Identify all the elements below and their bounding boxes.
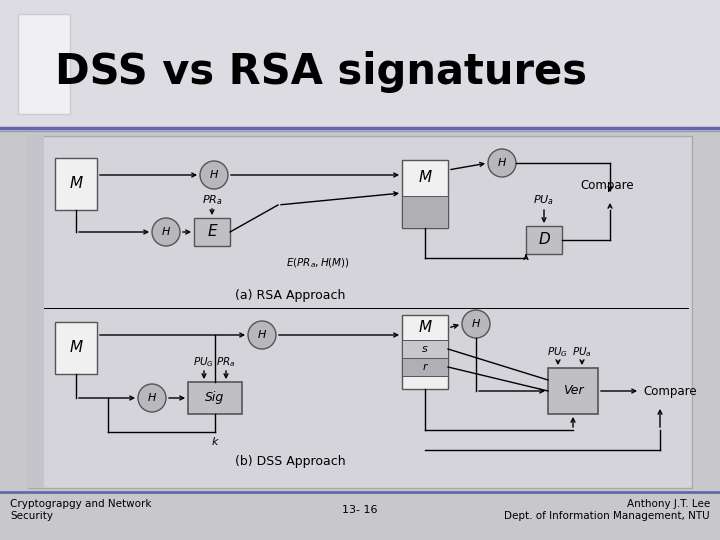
Text: H: H [258,330,266,340]
Text: Sig: Sig [205,392,225,404]
FancyBboxPatch shape [188,382,242,414]
Circle shape [200,161,228,189]
FancyBboxPatch shape [55,322,97,374]
Text: D: D [538,233,550,247]
FancyBboxPatch shape [0,0,720,128]
Circle shape [462,310,490,338]
Text: M: M [418,171,431,186]
Text: s: s [422,344,428,354]
Text: M: M [69,341,83,355]
FancyBboxPatch shape [548,368,598,414]
Circle shape [152,218,180,246]
FancyBboxPatch shape [526,226,562,254]
FancyBboxPatch shape [18,14,70,114]
Text: (b) DSS Approach: (b) DSS Approach [235,456,346,469]
Text: $PU_G$: $PU_G$ [547,345,569,359]
Text: k: k [212,437,218,447]
Text: $PR_a$: $PR_a$ [202,193,222,207]
Text: $PU_a$: $PU_a$ [534,193,554,207]
Text: H: H [148,393,156,403]
Text: H: H [472,319,480,329]
Text: Cryptograpgy and Network
Security: Cryptograpgy and Network Security [10,499,151,521]
FancyBboxPatch shape [402,160,448,228]
Text: H: H [498,158,506,168]
Text: r: r [423,362,427,372]
FancyBboxPatch shape [402,196,448,228]
FancyBboxPatch shape [402,340,448,358]
Text: 13- 16: 13- 16 [342,505,378,515]
FancyBboxPatch shape [28,136,44,488]
Text: Ver: Ver [563,384,583,397]
Text: H: H [210,170,218,180]
Text: $PU_a$: $PU_a$ [572,345,592,359]
Text: $PR_a$: $PR_a$ [216,355,235,369]
Text: $PU_G$: $PU_G$ [194,355,215,369]
FancyBboxPatch shape [28,136,692,488]
Text: H: H [162,227,170,237]
FancyBboxPatch shape [402,315,448,389]
FancyBboxPatch shape [55,158,97,210]
Circle shape [248,321,276,349]
Text: M: M [418,321,431,335]
Text: $E(PR_a, H(M))$: $E(PR_a, H(M))$ [286,256,350,270]
Text: (a) RSA Approach: (a) RSA Approach [235,288,345,301]
Text: Compare: Compare [643,384,697,397]
Circle shape [488,149,516,177]
Text: E: E [207,225,217,240]
FancyBboxPatch shape [194,218,230,246]
Text: Anthony J.T. Lee
Dept. of Information Management, NTU: Anthony J.T. Lee Dept. of Information Ma… [505,499,710,521]
Text: Compare: Compare [580,179,634,192]
FancyBboxPatch shape [402,358,448,376]
Text: M: M [69,177,83,192]
Circle shape [138,384,166,412]
Text: DSS vs RSA signatures: DSS vs RSA signatures [55,51,587,93]
